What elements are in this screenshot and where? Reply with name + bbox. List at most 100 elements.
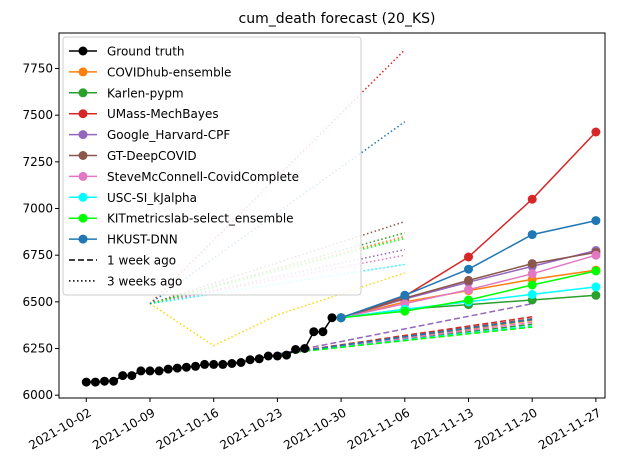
legend-label: KITmetricslab-select_ensemble — [107, 212, 294, 226]
forecast-point-umass-mechbayes — [591, 127, 601, 137]
ground-truth-point — [163, 364, 173, 374]
ground-truth-point — [254, 354, 264, 364]
forecast-point-gt-deepcovid — [464, 275, 473, 285]
legend-marker — [78, 109, 88, 119]
forecast-point-hkust-dnn — [527, 230, 537, 240]
x-tick-label: 2021-10-16 — [154, 405, 221, 452]
x-tick-label: 2021-10-23 — [217, 405, 284, 452]
forecast-point-karlen-pypm — [591, 290, 601, 300]
y-tick-label: 6250 — [22, 342, 53, 356]
plot-frame — [58, 32, 606, 399]
legend-label: USC-SI_kJalpha — [107, 191, 197, 205]
y-tick-label: 6500 — [22, 295, 53, 309]
forecast-point-hkust-dnn — [464, 264, 473, 274]
ground-truth-point — [245, 355, 255, 365]
ground-truth-point — [90, 377, 100, 387]
legend-marker — [78, 67, 88, 77]
three-weeks-ago-line-stevemcconnell-covidcomplete — [149, 254, 405, 305]
ground-truth-point — [309, 327, 319, 337]
three-weeks-ago-line-google-harvard-cpf — [149, 248, 405, 305]
legend-marker — [78, 151, 88, 160]
ground-truth-point — [118, 371, 128, 381]
legend-marker — [78, 88, 88, 98]
legend-marker — [78, 171, 88, 181]
legend-label: 3 weeks ago — [107, 274, 182, 288]
forecast-point-kitmetricslab-select-ensemble — [464, 295, 473, 305]
ground-truth-point — [282, 350, 291, 360]
forecast-point-hkust-dnn — [400, 290, 410, 300]
legend-label: Ground truth — [107, 45, 185, 59]
ground-truth-point — [227, 359, 237, 368]
ground-truth-point — [172, 363, 182, 373]
ground-truth-point — [291, 345, 301, 354]
forecast-point-kitmetricslab-select-ensemble — [527, 280, 537, 290]
legend-marker — [78, 192, 88, 202]
forecast-point-hkust-dnn — [336, 313, 346, 323]
x-tick-label: 2021-11-20 — [472, 405, 539, 452]
legend-label: Karlen-pypm — [107, 86, 184, 100]
legend-label: COVIDhub-ensemble — [107, 65, 231, 79]
ground-truth-point — [136, 366, 146, 376]
y-tick-label: 6750 — [22, 248, 53, 262]
ground-truth-point — [100, 376, 109, 386]
x-tick-label: 2021-11-13 — [409, 405, 476, 452]
ground-truth-point — [200, 359, 210, 369]
ground-truth-point — [300, 344, 310, 353]
forecast-point-umass-mechbayes — [464, 252, 473, 262]
y-tick-label: 6000 — [22, 388, 53, 402]
x-tick-label: 2021-11-06 — [345, 405, 412, 452]
one-week-ago-line-hkust-dnn — [277, 318, 533, 355]
x-tick-label: 2021-11-27 — [536, 405, 603, 452]
forecast-point-stevemcconnell-covidcomplete — [527, 269, 537, 279]
ground-truth-point — [209, 359, 219, 369]
ground-truth-point — [181, 362, 191, 372]
legend-label: GT-DeepCOVID — [107, 149, 197, 163]
ground-truth-point — [127, 371, 137, 381]
one-week-ago-line-stevemcconnell-covidcomplete — [277, 321, 533, 355]
forecast-point-gt-deepcovid — [527, 259, 537, 269]
legend-marker — [78, 213, 88, 223]
plot-lines — [81, 49, 601, 387]
legend-marker — [78, 46, 88, 56]
forecast-point-hkust-dnn — [591, 216, 601, 226]
y-tick-label: 7750 — [22, 61, 53, 75]
legend-box — [62, 36, 362, 296]
ground-truth-point — [109, 376, 119, 386]
forecast-point-stevemcconnell-covidcomplete — [591, 250, 601, 260]
forecast-point-umass-mechbayes — [527, 194, 537, 204]
legend-label: UMass-MechBayes — [107, 107, 219, 121]
y-tick-label: 7000 — [22, 201, 53, 215]
one-week-ago-line-karlen-pypm — [277, 323, 533, 355]
ground-truth-point — [318, 327, 328, 337]
one-week-ago-line-kitmetricslab-select-ensemble — [277, 326, 533, 355]
one-week-ago-line-google-harvard-cpf — [277, 302, 533, 355]
ground-truth-point — [218, 359, 228, 369]
x-tick-label: 2021-10-02 — [26, 405, 93, 452]
x-tick-label: 2021-10-09 — [90, 405, 157, 452]
ground-truth-point — [191, 361, 200, 371]
y-tick-label: 7500 — [22, 108, 53, 122]
legend-marker — [78, 130, 88, 140]
forecast-point-usc-si-kjalpha — [527, 289, 537, 299]
legend-label: SteveMcConnell-CovidComplete — [107, 170, 299, 184]
ground-truth-point — [263, 351, 273, 361]
y-tick-label: 7250 — [22, 155, 53, 169]
one-week-ago-line-umass-mechbayes — [277, 316, 533, 355]
chart-title: cum_death forecast (20_KS) — [239, 11, 436, 27]
forecast-point-stevemcconnell-covidcomplete — [464, 285, 473, 295]
legend-marker — [78, 234, 88, 244]
forecast-point-usc-si-kjalpha — [591, 282, 601, 292]
forecast-point-kitmetricslab-select-ensemble — [400, 306, 410, 316]
ground-truth-point — [272, 351, 282, 361]
legend-label: HKUST-DNN — [107, 233, 178, 247]
ground-truth-point — [81, 377, 91, 387]
legend-label: 1 week ago — [107, 254, 176, 268]
ground-truth-point — [236, 358, 246, 367]
ground-truth-point — [145, 366, 155, 376]
ground-truth-point — [327, 313, 337, 323]
ground-truth-point — [154, 366, 164, 376]
legend-label: Google_Harvard-CPF — [107, 128, 230, 142]
forecast-point-kitmetricslab-select-ensemble — [591, 266, 601, 276]
x-tick-label: 2021-10-30 — [281, 405, 348, 452]
